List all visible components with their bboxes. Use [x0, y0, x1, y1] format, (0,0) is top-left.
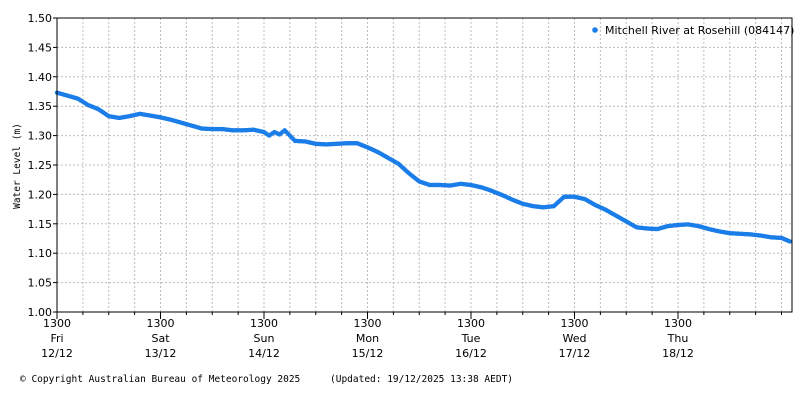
x-tick-label: 1300	[250, 317, 278, 330]
y-tick-label: 1.20	[28, 188, 53, 201]
x-tick-label: 1300	[561, 317, 589, 330]
y-tick-label: 1.10	[28, 247, 53, 260]
x-tick-label: 1300	[354, 317, 382, 330]
series-points	[54, 90, 792, 244]
x-tick-label: 1300	[43, 317, 71, 330]
y-tick-label: 1.00	[28, 306, 53, 319]
x-tick-label: Wed	[563, 332, 587, 345]
y-tick-label: 1.45	[28, 41, 53, 54]
x-tick-label: 13/12	[145, 347, 177, 360]
x-axis: 1300 Fri 12/12 1300 Sat 13/12 1300 Sun 14/12 1300…	[41, 312, 782, 360]
y-tick-label: 1.30	[28, 130, 53, 143]
grid	[57, 17, 792, 313]
x-tick-label: 16/12	[455, 347, 487, 360]
x-tick-label: Tue	[461, 332, 481, 345]
x-tick-label: 1300	[147, 317, 175, 330]
x-tick-label: 1300	[457, 317, 485, 330]
legend: Mitchell River at Rosehill (084147)	[592, 24, 794, 37]
x-tick-label: Sun	[254, 332, 275, 345]
x-tick-label: 17/12	[559, 347, 591, 360]
x-tick-label: 1300	[664, 317, 692, 330]
x-tick-label: Thu	[667, 332, 689, 345]
y-axis: 1.00 1.05 1.10 1.15 1.20 1.25 1.30 1.35 1.40 1.45…	[28, 12, 57, 319]
y-tick-label: 1.25	[28, 159, 53, 172]
x-tick-label: Mon	[356, 332, 379, 345]
y-axis-label: Water Level (m)	[12, 123, 23, 209]
y-tick-label: 1.05	[28, 277, 53, 290]
x-tick-label: Sat	[151, 332, 170, 345]
y-tick-label: 1.50	[28, 12, 53, 25]
x-tick-label: 14/12	[248, 347, 280, 360]
data-point	[787, 239, 792, 244]
x-tick-label: Fri	[50, 332, 63, 345]
legend-marker	[592, 27, 598, 33]
copyright-text: © Copyright Australian Bureau of Meteoro…	[20, 374, 301, 385]
x-tick-label: 12/12	[41, 347, 73, 360]
y-tick-label: 1.40	[28, 71, 53, 84]
y-tick-label: 1.15	[28, 218, 53, 231]
legend-label: Mitchell River at Rosehill (084147)	[605, 24, 794, 37]
x-tick-label: 15/12	[352, 347, 384, 360]
y-tick-label: 1.35	[28, 100, 53, 113]
updated-timestamp: (Updated: 19/12/2025 13:38 AEDT)	[330, 374, 514, 385]
x-tick-label: 18/12	[662, 347, 694, 360]
